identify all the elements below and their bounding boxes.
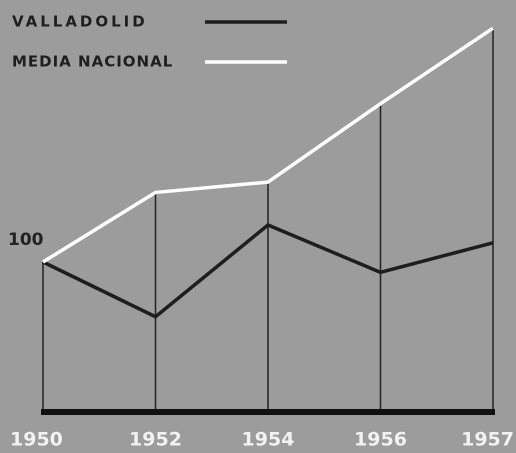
legend-label: MEDIA NACIONAL	[12, 53, 173, 71]
x-tick-label: 1954	[242, 429, 295, 451]
series-line	[42, 26, 494, 264]
x-tick-label: 1956	[354, 429, 407, 451]
y-tick-label: 100	[8, 230, 44, 250]
x-tick-label: 1957	[461, 429, 514, 451]
legend-label: VALLADOLID	[12, 13, 148, 31]
x-tick-label: 1950	[10, 429, 63, 451]
x-tick-label: 1952	[129, 429, 182, 451]
series-line	[42, 223, 494, 319]
